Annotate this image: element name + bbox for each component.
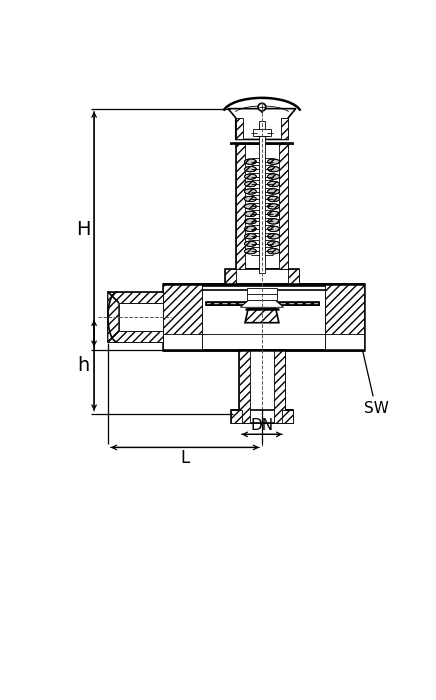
Ellipse shape [268, 167, 279, 172]
Ellipse shape [245, 174, 256, 179]
Ellipse shape [268, 196, 279, 202]
Bar [225, 269, 299, 284]
Polygon shape [164, 335, 202, 349]
Ellipse shape [268, 226, 279, 232]
Bar [206, 302, 319, 305]
Bar [236, 118, 288, 139]
Polygon shape [282, 118, 288, 139]
Polygon shape [240, 298, 283, 307]
Polygon shape [108, 292, 119, 342]
Bar [119, 302, 164, 331]
Polygon shape [325, 335, 364, 349]
Bar [259, 121, 265, 272]
Ellipse shape [245, 248, 256, 254]
Ellipse shape [245, 204, 256, 209]
Ellipse shape [245, 181, 256, 187]
Polygon shape [164, 284, 202, 349]
Ellipse shape [245, 196, 256, 202]
Text: L: L [181, 449, 190, 467]
Bar [253, 129, 271, 137]
Ellipse shape [268, 181, 279, 187]
Ellipse shape [245, 241, 256, 246]
Ellipse shape [245, 189, 256, 194]
Polygon shape [228, 108, 296, 139]
Text: H: H [76, 220, 91, 239]
Bar [236, 144, 288, 269]
Bar [108, 292, 164, 342]
Polygon shape [202, 284, 325, 335]
Ellipse shape [245, 234, 256, 239]
Bar [246, 288, 277, 300]
Polygon shape [274, 349, 285, 423]
Ellipse shape [245, 211, 256, 216]
Bar [231, 410, 293, 423]
Ellipse shape [268, 204, 279, 209]
Circle shape [258, 103, 266, 111]
Ellipse shape [268, 211, 279, 216]
Polygon shape [236, 144, 245, 269]
Polygon shape [282, 410, 293, 423]
Polygon shape [288, 269, 299, 284]
Text: DN: DN [250, 418, 273, 433]
Text: h: h [77, 356, 89, 375]
Polygon shape [108, 292, 164, 302]
Ellipse shape [245, 159, 256, 164]
Ellipse shape [245, 226, 256, 232]
Ellipse shape [268, 248, 279, 254]
Ellipse shape [268, 241, 279, 246]
Bar [231, 143, 293, 144]
Bar [206, 302, 319, 305]
Polygon shape [279, 144, 288, 269]
Ellipse shape [268, 234, 279, 239]
Ellipse shape [268, 189, 279, 194]
Ellipse shape [268, 218, 279, 224]
Bar [164, 284, 364, 349]
Polygon shape [236, 118, 243, 139]
Ellipse shape [268, 159, 279, 164]
Polygon shape [281, 118, 288, 139]
Ellipse shape [245, 167, 256, 172]
Ellipse shape [268, 174, 279, 179]
Polygon shape [236, 118, 242, 139]
Polygon shape [245, 309, 279, 323]
Polygon shape [231, 410, 242, 423]
Bar [239, 349, 285, 423]
Ellipse shape [245, 218, 256, 224]
Polygon shape [225, 269, 236, 284]
Polygon shape [239, 349, 250, 423]
Polygon shape [325, 284, 364, 349]
Polygon shape [285, 143, 293, 144]
Polygon shape [108, 331, 164, 342]
Text: SW: SW [361, 341, 388, 416]
Polygon shape [230, 143, 231, 144]
